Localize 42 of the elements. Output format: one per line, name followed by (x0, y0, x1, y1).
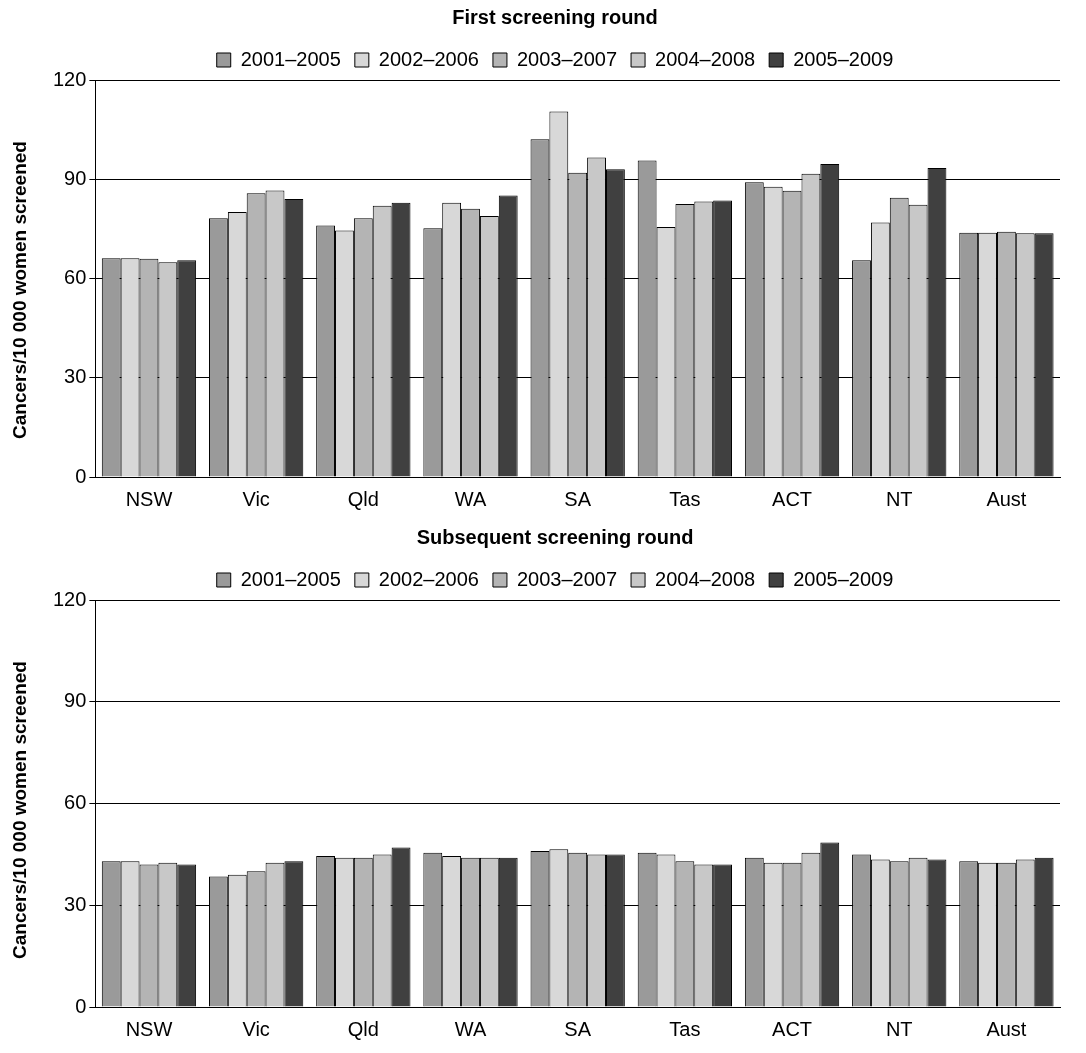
x-tick-label: WA (454, 487, 487, 510)
legend-label: 2001–2005 (240, 567, 341, 590)
x-tick-label: NSW (125, 487, 173, 510)
legend-label: 2002–2006 (378, 47, 479, 70)
chart-title: First screening round (452, 5, 658, 28)
y-tick-label: 60 (64, 266, 87, 289)
x-tick-label: ACT (772, 1017, 813, 1040)
y-tick-label: 0 (75, 994, 87, 1017)
y-tick-label: 30 (64, 892, 87, 915)
x-tick-label: ACT (772, 487, 813, 510)
y-tick-label: 30 (64, 365, 87, 388)
y-tick-label: 90 (64, 166, 87, 189)
y-axis-title: Cancers/10 000 women screened (9, 141, 31, 439)
legend-label: 2002–2006 (378, 567, 479, 590)
y-tick-label: 90 (64, 689, 87, 712)
x-tick-label: Tas (669, 1017, 701, 1040)
legend-label: 2003–2007 (516, 47, 618, 70)
chart-title: Subsequent screening round (416, 525, 694, 548)
legend-label: 2004–2008 (655, 47, 756, 70)
x-tick-label: Qld (347, 1017, 379, 1040)
legend-label: 2005–2009 (793, 47, 894, 70)
x-tick-label: Aust (986, 487, 1027, 510)
x-tick-label: Tas (669, 487, 701, 510)
x-tick-label: Vic (242, 487, 270, 510)
x-tick-label: Qld (347, 487, 379, 510)
x-tick-label: NT (885, 1017, 913, 1040)
x-tick-label: Vic (242, 1017, 270, 1040)
legend-label: 2005–2009 (793, 567, 894, 590)
x-tick-label: NT (885, 487, 913, 510)
x-tick-label: SA (564, 487, 592, 510)
y-axis-title: Cancers/10 000 women screened (9, 661, 31, 959)
legend-label: 2004–2008 (655, 567, 756, 590)
y-tick-label: 60 (64, 791, 87, 814)
y-tick-label: 0 (75, 464, 87, 487)
legend-label: 2003–2007 (516, 567, 618, 590)
x-tick-label: WA (454, 1017, 487, 1040)
x-tick-label: SA (564, 1017, 592, 1040)
x-tick-label: Aust (986, 1017, 1027, 1040)
y-tick-label: 120 (52, 587, 87, 610)
legend-label: 2001–2005 (240, 47, 341, 70)
y-tick-label: 120 (52, 67, 87, 90)
x-tick-label: NSW (125, 1017, 173, 1040)
